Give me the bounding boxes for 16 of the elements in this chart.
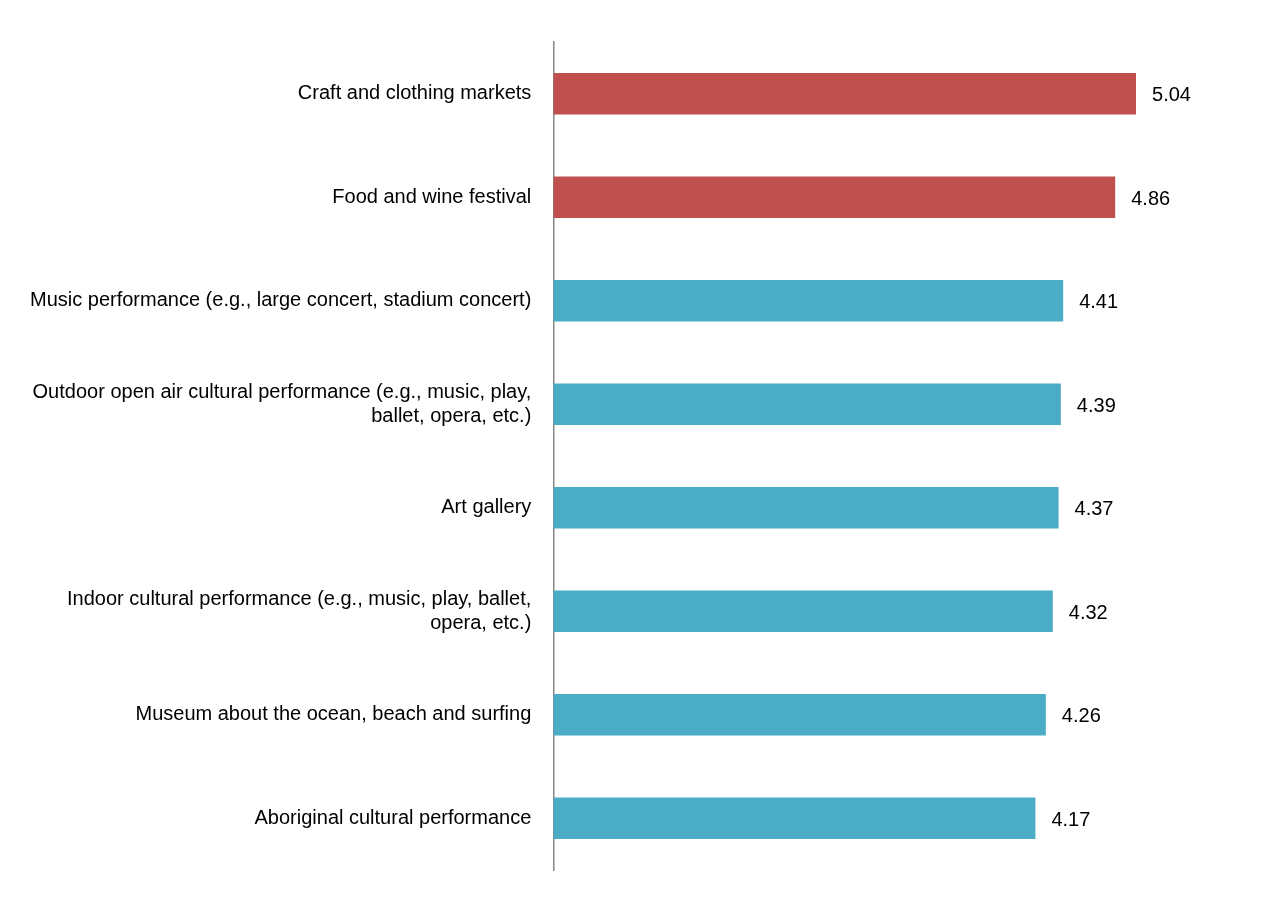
data-label: 4.32 <box>1068 600 1108 623</box>
y-tick-label: Outdoor open air cultural performance (e.g., music, play, ballet, opera, etc.) <box>32 379 532 426</box>
y-tick-label: Aboriginal cultural performance <box>254 805 532 828</box>
data-label: 4.39 <box>1076 393 1116 416</box>
data-label: 4.86 <box>1131 186 1171 209</box>
data-label: 4.41 <box>1079 290 1119 313</box>
y-tick-label: Museum about the ocean, beach and surfing <box>135 702 532 725</box>
data-label: 4.26 <box>1061 704 1101 727</box>
y-tick-label: Art gallery <box>441 495 532 518</box>
y-tick-label: Music performance (e.g., large concert, stadium concert) <box>30 288 532 311</box>
data-label: 4.37 <box>1074 497 1114 520</box>
data-label: 5.04 <box>1152 83 1191 106</box>
y-tick-label: Craft and clothing markets <box>297 81 532 104</box>
y-tick-label: Indoor cultural performance (e.g., music, play, ballet, opera, etc.) <box>67 586 532 633</box>
data-label: 4.17 <box>1051 807 1091 830</box>
y-tick-label: Food and wine festival <box>332 184 532 207</box>
